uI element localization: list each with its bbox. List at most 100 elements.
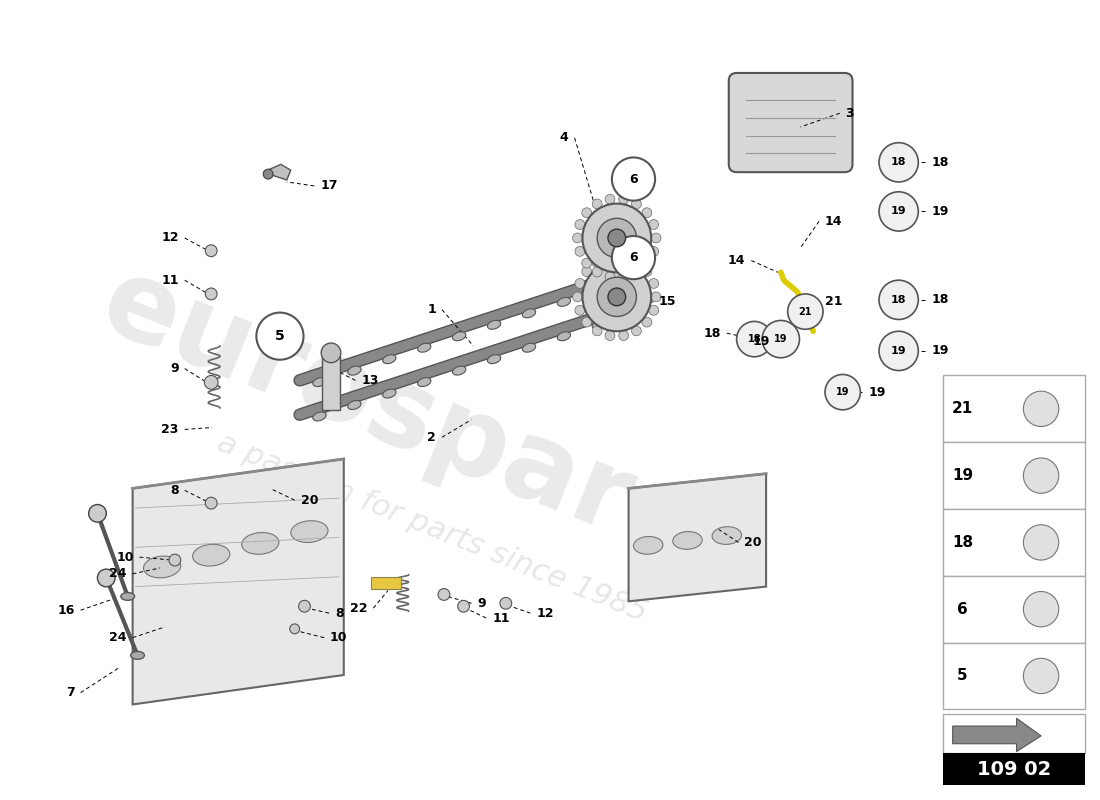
Text: 8: 8 xyxy=(334,606,343,620)
Polygon shape xyxy=(953,718,1041,751)
Circle shape xyxy=(1023,391,1059,426)
Ellipse shape xyxy=(121,593,134,600)
Text: 6: 6 xyxy=(957,602,968,617)
Text: 14: 14 xyxy=(825,214,843,228)
Text: 24: 24 xyxy=(109,567,126,580)
Text: 109 02: 109 02 xyxy=(977,760,1052,779)
Ellipse shape xyxy=(452,366,465,375)
Circle shape xyxy=(575,278,585,288)
Circle shape xyxy=(605,330,615,341)
Circle shape xyxy=(879,142,918,182)
Circle shape xyxy=(458,600,470,612)
Text: a passion for parts since 1985: a passion for parts since 1985 xyxy=(213,428,651,627)
Text: 24: 24 xyxy=(109,631,126,644)
Circle shape xyxy=(592,258,602,268)
Text: 3: 3 xyxy=(846,106,855,120)
Text: 19: 19 xyxy=(952,468,974,483)
Circle shape xyxy=(631,326,641,336)
Text: 5: 5 xyxy=(957,669,968,683)
Circle shape xyxy=(649,306,659,315)
Text: 19: 19 xyxy=(752,334,770,347)
Ellipse shape xyxy=(348,401,361,410)
Text: 18: 18 xyxy=(704,326,720,340)
Bar xyxy=(943,442,1086,509)
Circle shape xyxy=(206,288,217,300)
Ellipse shape xyxy=(312,378,326,386)
Circle shape xyxy=(582,208,592,218)
Ellipse shape xyxy=(143,556,180,578)
Circle shape xyxy=(582,318,592,327)
Circle shape xyxy=(651,292,661,302)
Circle shape xyxy=(592,326,602,336)
FancyBboxPatch shape xyxy=(729,73,852,172)
Circle shape xyxy=(649,246,659,256)
Circle shape xyxy=(608,229,626,246)
Ellipse shape xyxy=(348,366,361,375)
Circle shape xyxy=(642,258,652,268)
Circle shape xyxy=(575,220,585,230)
Ellipse shape xyxy=(558,332,571,341)
Text: 20: 20 xyxy=(745,536,762,549)
Circle shape xyxy=(582,262,651,331)
Circle shape xyxy=(612,236,656,279)
Circle shape xyxy=(256,313,304,360)
Polygon shape xyxy=(628,474,766,602)
Text: 9: 9 xyxy=(170,362,179,375)
Ellipse shape xyxy=(383,354,396,364)
Text: 19: 19 xyxy=(891,346,906,356)
Ellipse shape xyxy=(522,309,536,318)
Circle shape xyxy=(605,272,615,282)
Ellipse shape xyxy=(192,544,230,566)
Circle shape xyxy=(263,170,273,179)
Text: 21: 21 xyxy=(825,295,843,308)
Text: 18: 18 xyxy=(891,295,906,305)
Text: 18: 18 xyxy=(931,156,948,169)
Circle shape xyxy=(206,245,217,257)
Circle shape xyxy=(618,254,628,263)
Circle shape xyxy=(825,374,860,410)
Circle shape xyxy=(605,194,615,204)
Circle shape xyxy=(575,306,585,315)
Circle shape xyxy=(618,194,628,204)
Text: 23: 23 xyxy=(162,423,179,436)
Text: 10: 10 xyxy=(117,550,133,564)
Text: 22: 22 xyxy=(350,602,367,614)
Circle shape xyxy=(618,330,628,341)
Circle shape xyxy=(879,331,918,370)
Text: 4: 4 xyxy=(560,131,569,144)
Text: 11: 11 xyxy=(162,274,179,286)
Ellipse shape xyxy=(312,412,326,421)
Bar xyxy=(943,714,1086,753)
Text: 6: 6 xyxy=(629,251,638,264)
Circle shape xyxy=(612,158,656,201)
Ellipse shape xyxy=(131,651,144,659)
Circle shape xyxy=(597,278,637,317)
Text: 2: 2 xyxy=(427,431,436,444)
Circle shape xyxy=(592,267,602,277)
Ellipse shape xyxy=(487,354,500,364)
Circle shape xyxy=(499,598,512,609)
Text: 21: 21 xyxy=(799,306,812,317)
Ellipse shape xyxy=(558,298,571,306)
Circle shape xyxy=(582,203,651,272)
Text: 6: 6 xyxy=(629,173,638,186)
Text: 21: 21 xyxy=(952,402,974,416)
Circle shape xyxy=(592,199,602,209)
Text: 9: 9 xyxy=(477,597,486,610)
Text: 13: 13 xyxy=(362,374,378,387)
Circle shape xyxy=(631,267,641,277)
Ellipse shape xyxy=(290,521,328,542)
Text: 19: 19 xyxy=(836,387,849,397)
Ellipse shape xyxy=(452,332,465,341)
Circle shape xyxy=(651,233,661,243)
Circle shape xyxy=(206,498,217,509)
Circle shape xyxy=(169,554,180,566)
Circle shape xyxy=(573,292,582,302)
Text: 19: 19 xyxy=(931,344,948,358)
Circle shape xyxy=(438,589,450,600)
Circle shape xyxy=(597,218,637,258)
Text: 11: 11 xyxy=(492,611,509,625)
Text: 19: 19 xyxy=(868,386,886,398)
Circle shape xyxy=(1023,458,1059,494)
Circle shape xyxy=(289,624,299,634)
